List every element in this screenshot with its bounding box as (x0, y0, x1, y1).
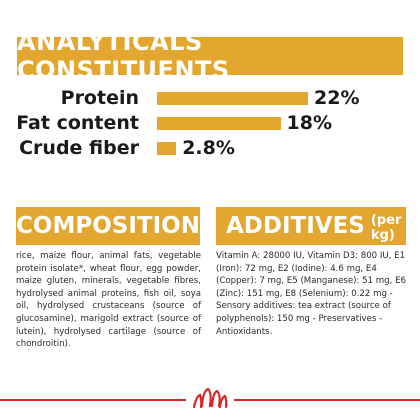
additives-unit: (per kg) (370, 213, 402, 243)
nutrient-row-fat: Fat content 18% (0, 111, 420, 135)
composition-banner: COMPOSITION (16, 207, 200, 245)
nutrient-label: Protein (60, 87, 139, 109)
footer-line-right (234, 399, 420, 401)
additives-text: Vitamin A: 28000 IU, Vitamin D3: 800 IU,… (216, 251, 406, 337)
footer-line-left (0, 399, 186, 401)
royal-canin-crown-logo-icon (192, 387, 228, 409)
nutrient-value: 18% (286, 112, 333, 134)
additives-banner: ADDITIVES (per kg) (216, 207, 406, 245)
nutrient-bar (157, 141, 177, 155)
nutrient-label: Fat content (16, 112, 139, 134)
composition-title: COMPOSITION (16, 213, 200, 239)
nutrient-row-protein: Protein 22% (0, 86, 420, 110)
analyticals-banner: ANALYTICALS CONSTITUENTS (17, 28, 403, 84)
nutrient-bar (157, 116, 281, 130)
additives-title: ADDITIVES (226, 213, 365, 239)
nutrient-label: Crude fiber (19, 137, 139, 159)
composition-text: rice, maize flour, animal fats, vegetabl… (16, 251, 201, 350)
nutrient-row-fiber: Crude fiber 2.8% (0, 136, 420, 160)
nutrient-value: 2.8% (182, 137, 235, 159)
analyticals-title: ANALYTICALS CONSTITUENTS (17, 28, 230, 84)
nutrient-value: 22% (314, 87, 360, 109)
nutrient-bar (157, 91, 308, 105)
